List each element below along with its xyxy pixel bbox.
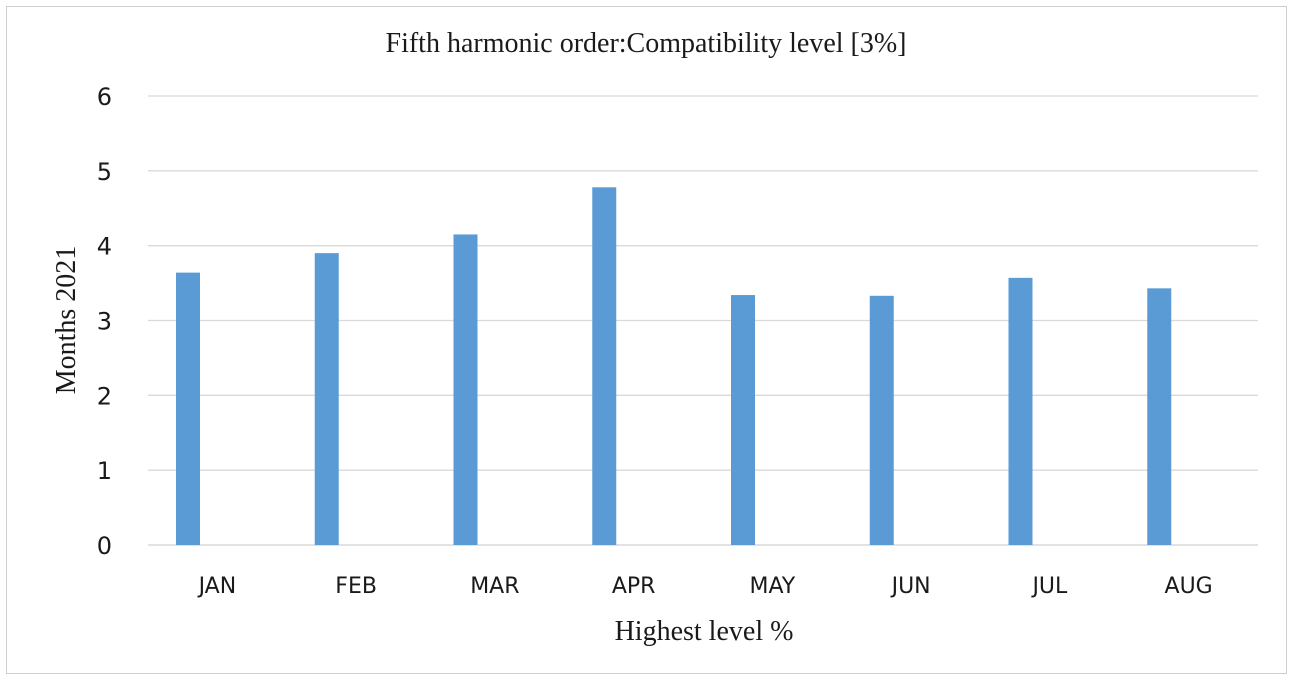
bar-apr (592, 187, 617, 545)
chart-frame (6, 6, 1287, 674)
x-tick-label-may: MAY (749, 574, 795, 599)
bar-jul (1008, 277, 1033, 545)
x-tick-label-mar: MAR (470, 574, 519, 599)
bar-aug (1147, 288, 1172, 545)
bar-jun (869, 295, 894, 545)
y-tick-label: 4 (97, 233, 112, 261)
y-tick-label: 3 (97, 308, 112, 336)
x-tick-label-feb: FEB (335, 574, 377, 599)
y-tick-label: 6 (97, 83, 112, 111)
y-tick-label: 0 (97, 532, 112, 560)
bar-jan (176, 272, 200, 545)
y-tick-label: 2 (97, 382, 112, 410)
y-axis-title: Months 2021 (51, 246, 82, 395)
y-tick-label: 5 (97, 158, 112, 186)
x-axis-title: Highest level % (615, 616, 794, 647)
bar-feb (314, 253, 339, 545)
bar-may (731, 295, 755, 545)
x-tick-label-jan: JAN (197, 574, 237, 599)
x-tick-label-aug: AUG (1165, 574, 1213, 599)
y-tick-label: 1 (97, 457, 112, 485)
x-tick-label-apr: APR (612, 574, 656, 599)
x-tick-label-jun: JUN (890, 574, 931, 599)
x-tick-labels: JAN FEB MAR APR MAY JUN JUL AUG (197, 574, 1213, 599)
gridlines (148, 95, 1258, 546)
chart-title: Fifth harmonic order:Compatibility level… (386, 28, 907, 59)
bars (176, 187, 1172, 546)
x-tick-label-jul: JUL (1030, 574, 1068, 599)
bar-mar (453, 234, 478, 546)
y-tick-labels: 0 1 2 3 4 5 6 (97, 83, 112, 560)
